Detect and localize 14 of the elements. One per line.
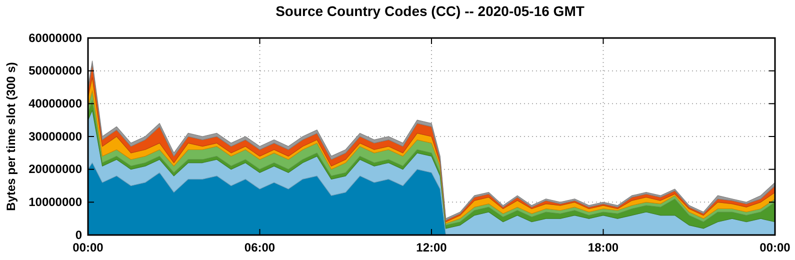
y-tick-label: 10000000 bbox=[28, 195, 82, 210]
chart-title: Source Country Codes (CC) -- 2020-05-16 GMT bbox=[276, 3, 585, 19]
x-tick-label: 18:00 bbox=[588, 240, 619, 255]
x-tick-label: 00:00 bbox=[760, 240, 791, 255]
y-tick-label: 50000000 bbox=[28, 64, 82, 78]
y-tick-label: 40000000 bbox=[28, 96, 82, 111]
y-tick-label: 20000000 bbox=[28, 162, 82, 176]
y-tick-label: 30000000 bbox=[28, 129, 82, 144]
y-axis-title: Bytes per time slot (300 s) bbox=[4, 62, 18, 211]
x-tick-label: 00:00 bbox=[72, 240, 104, 255]
x-tick-label: 12:00 bbox=[416, 240, 448, 255]
x-tick-label: 06:00 bbox=[244, 240, 276, 255]
y-tick-label: 60000000 bbox=[28, 30, 82, 45]
y-tick-label: 0 bbox=[75, 228, 82, 242]
